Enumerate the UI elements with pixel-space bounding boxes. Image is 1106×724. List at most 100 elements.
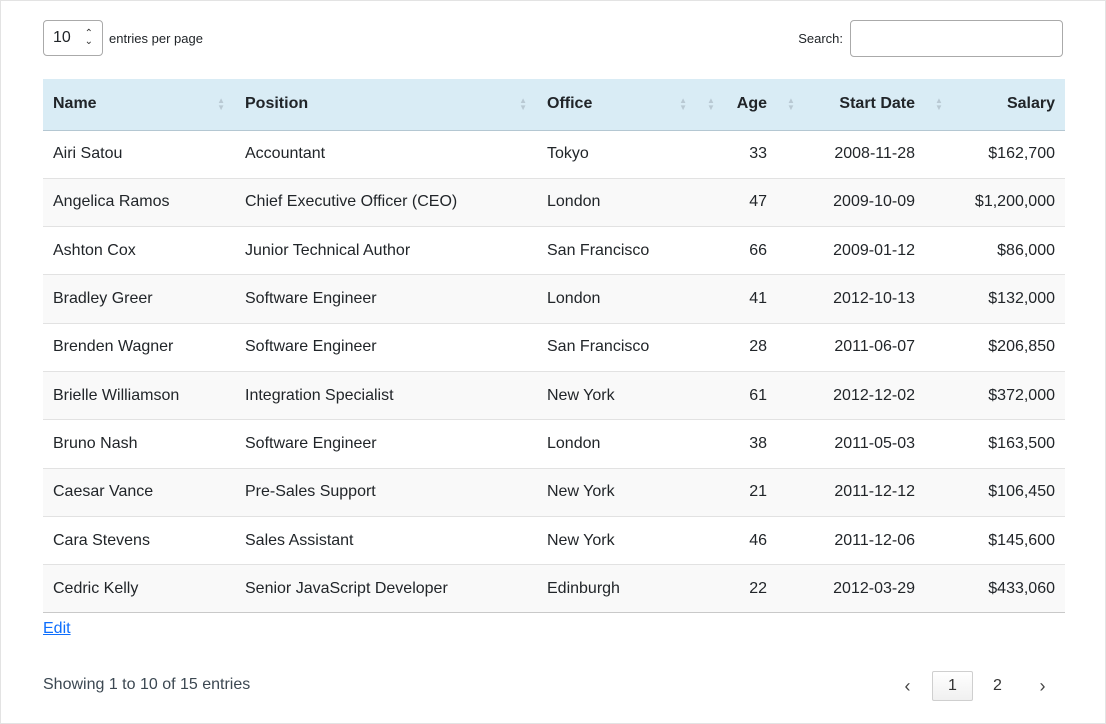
table-row: Brenden Wagner Software Engineer San Fra… <box>43 323 1065 372</box>
cell-name: Bradley Greer <box>53 290 153 308</box>
table-row: Airi Satou Accountant Tokyo 33 2008-11-2… <box>43 130 1065 179</box>
search-input[interactable] <box>850 20 1063 57</box>
cell-salary: $132,000 <box>988 290 1055 308</box>
column-header-salary[interactable]: ▲ ▼ Salary <box>925 79 1065 131</box>
cell-position: Software Engineer <box>245 290 377 308</box>
cell-salary: $206,850 <box>988 338 1055 356</box>
cell-age: 47 <box>749 193 767 211</box>
table-header-row: Name ▲ ▼ Position ▲ ▼ Office ▲ ▼ ▲ ▼ Age ▲ ▼ <box>43 79 1065 131</box>
cell-position: Junior Technical Author <box>245 241 411 259</box>
pagination: ‹ 1 2 › <box>883 671 1063 701</box>
cell-name: Angelica Ramos <box>53 193 170 211</box>
cell-age: 61 <box>749 386 767 404</box>
cell-name: Cara Stevens <box>53 531 150 549</box>
sort-icon: ▲ ▼ <box>519 96 527 113</box>
column-header-age[interactable]: ▲ ▼ Age <box>697 79 777 131</box>
column-header-label: Salary <box>1006 95 1055 113</box>
table-row: Caesar Vance Pre-Sales Support New York … <box>43 468 1065 517</box>
cell-office: London <box>547 434 601 452</box>
sort-icon: ▲ ▼ <box>707 96 715 113</box>
sort-icon: ▲ ▼ <box>679 96 687 113</box>
table-row: Bruno Nash Software Engineer London 38 2… <box>43 420 1065 469</box>
cell-start-date: 2012-03-29 <box>833 579 915 597</box>
page-button-2[interactable]: 2 <box>993 677 1002 694</box>
cell-office: San Francisco <box>547 338 650 356</box>
cell-office: London <box>547 290 601 308</box>
cell-age: 66 <box>749 241 767 259</box>
search-control: Search: <box>798 20 1063 57</box>
cell-start-date: 2011-12-12 <box>834 483 915 501</box>
search-label: Search: <box>798 31 843 46</box>
cell-salary: $433,060 <box>988 579 1055 597</box>
cell-office: Tokyo <box>547 145 589 163</box>
entries-per-page-select[interactable]: 10 ⌃ ⌄ <box>43 20 103 56</box>
entries-per-page-control: 10 ⌃ ⌄ entries per page <box>43 20 203 56</box>
cell-name: Caesar Vance <box>53 483 154 501</box>
cell-name: Airi Satou <box>53 145 123 163</box>
cell-start-date: 2012-12-02 <box>833 386 915 404</box>
table-row: Cedric Kelly Senior JavaScript Developer… <box>43 564 1065 613</box>
cell-name: Brielle Williamson <box>53 386 180 404</box>
cell-salary: $163,500 <box>988 434 1055 452</box>
edit-link[interactable]: Edit <box>43 620 71 637</box>
cell-age: 21 <box>749 483 767 501</box>
cell-start-date: 2009-10-09 <box>833 193 915 211</box>
cell-age: 22 <box>749 579 767 597</box>
cell-salary: $372,000 <box>988 386 1055 404</box>
cell-office: New York <box>547 531 615 549</box>
table-row: Ashton Cox Junior Technical Author San F… <box>43 227 1065 275</box>
cell-position: Chief Executive Officer (CEO) <box>245 193 458 211</box>
cell-position: Integration Specialist <box>245 386 394 404</box>
column-header-label: Office <box>547 95 593 113</box>
cell-salary: $162,700 <box>988 145 1055 163</box>
cell-name: Cedric Kelly <box>53 579 139 597</box>
cell-age: 28 <box>749 338 767 356</box>
cell-start-date: 2009-01-12 <box>833 241 915 259</box>
cell-start-date: 2012-10-13 <box>833 290 915 308</box>
cell-age: 41 <box>749 290 767 308</box>
sort-icon: ▲ ▼ <box>217 96 225 113</box>
next-page-button[interactable]: › <box>1039 675 1046 696</box>
cell-office: London <box>547 193 601 211</box>
table-row: Bradley Greer Software Engineer London 4… <box>43 274 1065 324</box>
cell-age: 33 <box>749 145 767 163</box>
sort-icon: ▲ ▼ <box>787 96 795 113</box>
cell-salary: $145,600 <box>988 531 1055 549</box>
cell-office: San Francisco <box>547 241 650 259</box>
entries-per-page-value: 10 <box>53 29 71 46</box>
cell-position: Senior JavaScript Developer <box>245 579 448 597</box>
column-header-position[interactable]: Position ▲ ▼ <box>235 79 537 131</box>
cell-salary: $106,450 <box>988 483 1055 501</box>
table-row: Brielle Williamson Integration Specialis… <box>43 371 1065 420</box>
data-table: Name ▲ ▼ Position ▲ ▼ Office ▲ ▼ ▲ ▼ Age ▲ ▼ <box>43 79 1065 613</box>
entries-per-page-label: entries per page <box>109 30 203 46</box>
column-header-name[interactable]: Name ▲ ▼ <box>43 79 235 131</box>
prev-page-button[interactable]: ‹ <box>904 675 911 696</box>
cell-age: 46 <box>749 531 767 549</box>
page-button-1[interactable]: 1 <box>932 671 973 701</box>
table-info: Showing 1 to 10 of 15 entries <box>43 676 251 693</box>
cell-office: New York <box>547 386 615 404</box>
column-header-start-date[interactable]: ▲ ▼ Start Date <box>777 79 925 131</box>
column-header-office[interactable]: Office ▲ ▼ <box>537 79 697 131</box>
cell-name: Ashton Cox <box>53 241 136 259</box>
cell-office: Edinburgh <box>547 579 620 597</box>
cell-age: 38 <box>749 434 767 452</box>
cell-start-date: 2011-06-07 <box>834 338 915 356</box>
cell-position: Pre-Sales Support <box>245 483 376 501</box>
cell-salary: $86,000 <box>997 241 1055 259</box>
cell-position: Accountant <box>245 145 326 163</box>
table-row: Angelica Ramos Chief Executive Officer (… <box>43 178 1065 227</box>
cell-position: Software Engineer <box>245 338 377 356</box>
column-header-label: Age <box>736 95 767 113</box>
cell-start-date: 2011-12-06 <box>834 531 915 549</box>
select-updown-icon: ⌃ ⌄ <box>84 28 93 47</box>
sort-icon: ▲ ▼ <box>935 96 943 113</box>
cell-start-date: 2008-11-28 <box>834 145 915 163</box>
cell-position: Software Engineer <box>245 434 377 452</box>
column-header-label: Start Date <box>839 95 915 113</box>
cell-start-date: 2011-05-03 <box>834 434 915 452</box>
table-row: Cara Stevens Sales Assistant New York 46… <box>43 516 1065 565</box>
cell-name: Bruno Nash <box>53 434 138 452</box>
